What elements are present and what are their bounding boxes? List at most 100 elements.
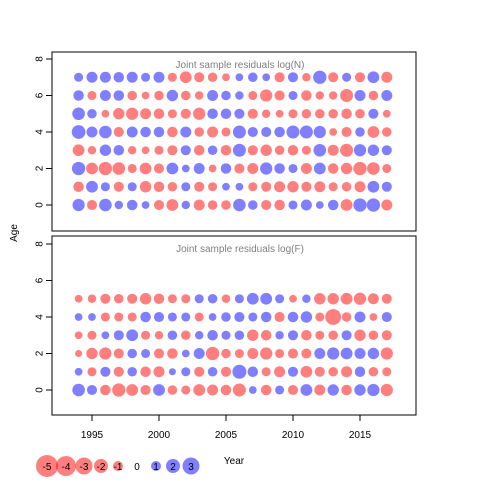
panel-log-n-bubbles: 1994, age 0: 1.3 1994, age 1: -0.9 1994, a… xyxy=(71,70,393,212)
y-tick-label: 4 xyxy=(35,314,46,320)
bubble-log-n: 1997, age 0: 0.5 xyxy=(114,200,124,210)
bubble-log-f: 1994, age 0: 1.4 xyxy=(72,383,85,397)
bubble-log-n: 2017, age 5: -0.4 xyxy=(382,109,391,118)
bubble-log-n: 2001, age 0: -1.2 xyxy=(166,199,179,211)
bubble-log-n: 2001, age 6: 1.1 xyxy=(166,89,179,102)
bubble-log-f: 1994, age 5: -0.4 xyxy=(74,294,83,303)
bubble-log-f: 1994, age 2: -0.3 xyxy=(75,349,83,358)
bubble-log-n: 2014, age 5: -0.9 xyxy=(341,108,352,120)
bubble-log-f: 1996, age 4: -0.6 xyxy=(100,312,110,322)
bubble-log-n: 2011, age 2: -1 xyxy=(300,163,312,174)
bubble-log-n: 2000, age 5: -0.9 xyxy=(153,108,165,120)
bubble-log-n: 2016, age 7: 1.2 xyxy=(367,71,380,84)
bubble-log-n: 2011, age 3: -0.6 xyxy=(301,145,311,155)
bubble-log-n: 2013, age 7: -0.8 xyxy=(328,72,339,83)
bubble-log-n: 2017, age 1: 0.8 xyxy=(381,181,392,192)
bubble-log-n: 1996, age 4: 1.4 xyxy=(99,125,112,139)
bubble-log-n: 1995, age 6: -0.6 xyxy=(87,90,97,101)
bubble-log-n: 1999, age 5: -1 xyxy=(140,108,152,120)
bubble-log-f: 2017, age 2: -1.3 xyxy=(380,347,393,360)
bubble-log-n: 2009, age 6: -0.8 xyxy=(274,90,285,101)
bubble-log-n: 2000, age 2: -0.8 xyxy=(153,163,165,174)
bubble-log-n: 1994, age 4: 1.7 xyxy=(71,125,86,139)
bubble-log-n: 2013, age 1: -0.6 xyxy=(328,182,338,192)
bubble-log-n: 1998, age 4: 1 xyxy=(126,126,138,138)
bubble-log-f: 1999, age 0: -0.8 xyxy=(140,384,151,396)
bubble-log-n: 2007, age 4: 0.8 xyxy=(247,126,258,138)
bubble-log-f: 2017, age 4: 0.8 xyxy=(381,311,392,323)
legend-bubble xyxy=(36,455,58,477)
bubble-log-f: 1994, age 4: 0.4 xyxy=(74,313,83,321)
bubble-log-f: 2005, age 4: 0.7 xyxy=(221,312,231,322)
bubble-log-f: 2013, age 5: -1.1 xyxy=(327,293,339,305)
y-tick-label: 4 xyxy=(35,129,46,135)
legend-bubble xyxy=(113,461,123,471)
bubble-log-f: 1998, age 0: -1.2 xyxy=(126,384,139,396)
bubble-log-f: 2016, age 2: 1.1 xyxy=(367,347,380,360)
bubble-log-f: 2009, age 3: 0.5 xyxy=(275,331,284,340)
bubble-log-n: 2000, age 1: -0.9 xyxy=(153,181,165,193)
bubble-log-f: 2005, age 0: -0.9 xyxy=(220,384,232,396)
bubble-log-n: 2017, age 7: -1 xyxy=(381,71,393,83)
bubble-log-n: 2014, age 3: -1.5 xyxy=(340,143,354,157)
bubble-log-n: 2001, age 4: -0.9 xyxy=(167,126,178,138)
bubble-log-n: 2006, age 3: 1.5 xyxy=(232,143,246,157)
bubble-log-n: 2004, age 1: -0.6 xyxy=(208,182,218,192)
bubble-log-n: 2002, age 1: 0.6 xyxy=(181,182,191,192)
bubble-log-n: 2014, age 1: -0.7 xyxy=(341,181,352,192)
bubble-log-n: 1998, age 5: -1.3 xyxy=(126,107,139,120)
bubble-log-n: 2015, age 1: -1 xyxy=(354,181,366,193)
legend-label: -3 xyxy=(80,462,89,473)
bubble-log-f: 2011, age 5: 0.5 xyxy=(302,294,311,303)
bubble-log-f: 2016, age 4: -0.4 xyxy=(369,313,378,321)
bubble-log-n: 2007, age 2: -1 xyxy=(247,163,259,174)
bubble-log-f: 2008, age 5: 1.2 xyxy=(260,292,273,305)
bubble-log-f: 2015, age 5: -1.3 xyxy=(353,292,367,305)
bubble-log-n: 2016, age 3: 1.1 xyxy=(367,144,380,156)
bubble-log-f: 1997, age 5: -0.7 xyxy=(114,293,124,304)
bubble-log-n: 2008, age 6: -1.3 xyxy=(260,89,273,102)
bubble-log-n: 2015, age 0: 1.6 xyxy=(353,198,367,212)
bubble-log-n: 2003, age 4: -0.7 xyxy=(194,127,204,137)
y-tick-label: 8 xyxy=(35,56,46,62)
bubble-log-f: 2008, age 3: -0.9 xyxy=(260,329,272,341)
bubble-log-n: 2002, age 0: 0.5 xyxy=(181,200,191,210)
bubble-log-n: 2005, age 6: 0.7 xyxy=(221,90,231,101)
bubble-log-n: 2010, age 7: 0.8 xyxy=(287,72,299,83)
bubble-log-f: 2003, age 5: 0.6 xyxy=(194,294,204,304)
bubble-log-f: 2005, age 3: 0.6 xyxy=(221,330,231,340)
bubble-log-n: 1999, age 2: -1.2 xyxy=(139,162,152,175)
bubble-log-n: 2010, age 0: 0.6 xyxy=(288,200,298,210)
bubble-log-n: 2012, age 5: -0.7 xyxy=(315,108,325,119)
bubble-log-n: 2015, age 4: 0.7 xyxy=(355,127,365,137)
y-axis-title: Age xyxy=(9,224,20,242)
bubble-log-f: 2011, age 0: 1.2 xyxy=(300,384,313,396)
bubble-log-f: 1997, age 4: -0.6 xyxy=(114,312,124,322)
bubble-log-n: 2004, age 3: 0.7 xyxy=(207,145,218,156)
bubble-log-f: 1998, age 2: 0.7 xyxy=(127,348,137,359)
legend-label: 3 xyxy=(188,462,194,473)
bubble-log-n: 1996, age 3: 1.1 xyxy=(99,144,112,156)
bubble-log-f: 2012, age 5: -1.1 xyxy=(314,293,326,305)
bubble-log-n: 2002, age 2: 0.4 xyxy=(181,164,190,173)
bubble-log-n: 2001, age 1: -0.7 xyxy=(167,181,178,192)
bubble-log-n: 2005, age 3: -0.9 xyxy=(220,144,232,156)
bubble-log-n: 2007, age 7: 0.7 xyxy=(248,72,258,83)
bubble-log-f: 2002, age 3: -0.7 xyxy=(181,330,191,341)
bubble-size-legend: -5 -4 -3 -2 -1 0 1 2 3 xyxy=(36,455,200,477)
bubble-log-n: 2005, age 4: -0.6 xyxy=(221,127,231,137)
bubble-log-n: 2004, age 4: -1 xyxy=(207,126,219,138)
bubble-log-n: 2006, age 0: 1.4 xyxy=(233,198,246,212)
bubble-log-n: 1998, age 0: 0.9 xyxy=(126,199,138,211)
bubble-log-f: 2009, age 5: 0.6 xyxy=(275,294,285,304)
x-tick-label: 2000 xyxy=(148,430,171,441)
bubble-log-f: 2014, age 5: -1.2 xyxy=(340,292,353,305)
bubble-log-n: 1996, age 1: 0.6 xyxy=(100,182,110,192)
bubble-log-n: 1999, age 7: 0.6 xyxy=(141,72,151,82)
bubble-log-f: 2011, age 4: 1.1 xyxy=(300,311,313,323)
bubble-log-n: 2017, age 6: 1 xyxy=(381,90,393,101)
bubble-log-f: 1997, age 3: 0.8 xyxy=(113,330,124,341)
bubble-log-f: 2015, age 2: 1 xyxy=(354,348,366,359)
bubble-log-f: 1997, age 0: -1.6 xyxy=(112,383,126,397)
bubble-log-n: 2001, age 7: -0.6 xyxy=(167,72,177,82)
